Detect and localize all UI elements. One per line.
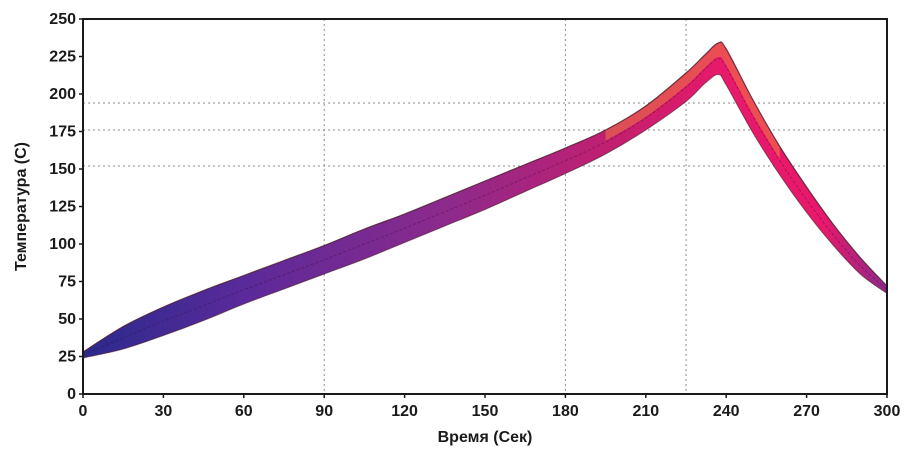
band-lower-edge — [82, 74, 888, 359]
x-tick-label: 300 — [874, 403, 901, 420]
temperature-band — [83, 41, 887, 358]
x-axis-title: Время (Сек) — [438, 429, 533, 446]
y-tick-label: 225 — [49, 49, 76, 66]
band-layer — [82, 41, 888, 359]
y-tick-labels: 0 25 50 75 100 125 150 175 200 225 250 — [49, 11, 83, 403]
x-tick-label: 210 — [632, 403, 659, 420]
y-tick-label: 75 — [58, 274, 76, 291]
x-tick-label: 180 — [552, 403, 579, 420]
x-tick-label: 120 — [391, 403, 418, 420]
y-tick-label: 175 — [49, 124, 76, 141]
x-tick-label: 60 — [235, 403, 253, 420]
y-tick-label: 150 — [49, 161, 76, 178]
y-tick-label: 125 — [49, 199, 76, 216]
y-axis-title: Температура (C) — [13, 142, 30, 271]
y-tick-label: 100 — [49, 236, 76, 253]
y-tick-label: 0 — [67, 386, 76, 403]
peak-glow — [605, 41, 780, 160]
x-tick-label: 90 — [315, 403, 333, 420]
y-tick-label: 200 — [49, 86, 76, 103]
x-tick-label: 30 — [155, 403, 173, 420]
x-tick-label: 240 — [713, 403, 740, 420]
x-tick-label: 150 — [472, 403, 499, 420]
band-upper-edge — [82, 41, 888, 353]
y-tick-label: 25 — [58, 349, 76, 366]
y-tick-label: 250 — [49, 11, 76, 28]
x-tick-labels: 0 30 60 90 120 150 180 210 240 270 300 — [79, 394, 901, 420]
x-tick-label: 270 — [793, 403, 820, 420]
x-tick-label: 0 — [79, 403, 88, 420]
y-tick-label: 50 — [58, 311, 76, 328]
band-center-line — [82, 58, 888, 356]
